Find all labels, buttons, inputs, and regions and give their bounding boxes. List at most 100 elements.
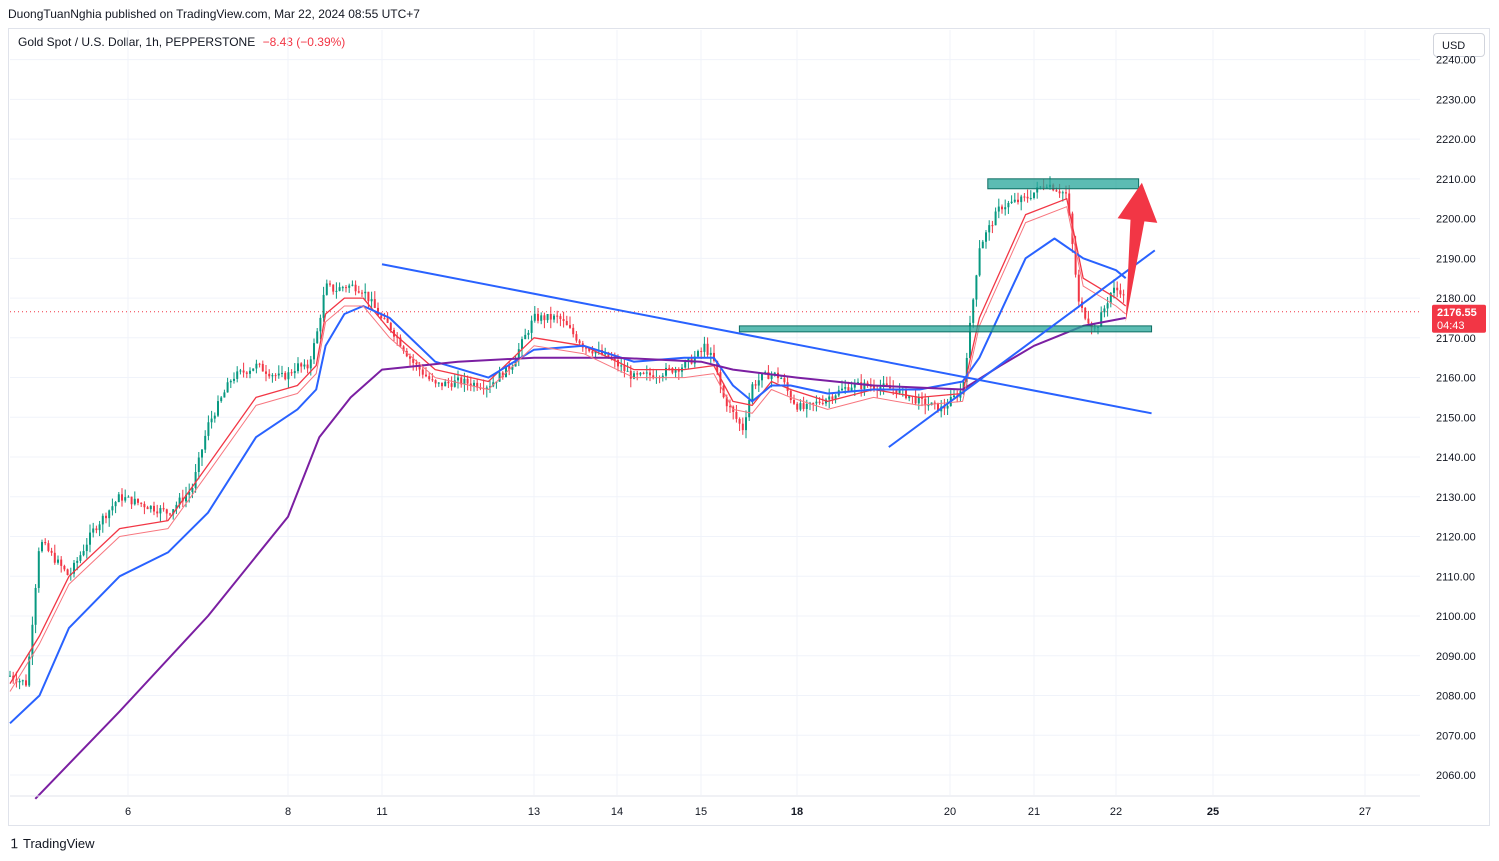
last-price-label: 2176.55: [1437, 307, 1477, 319]
price-tick-label: 2130.00: [1436, 492, 1476, 504]
candle-body: [953, 395, 955, 397]
candle-body: [1087, 318, 1090, 324]
candle-body: [549, 314, 552, 320]
candle-body: [1065, 192, 1067, 194]
candle-body: [373, 299, 376, 308]
candle-body: [261, 363, 264, 372]
candle-body: [361, 292, 363, 294]
ascending-trendline: [888, 249, 1156, 448]
candle-body: [540, 315, 543, 321]
candle-body: [773, 372, 776, 374]
tradingview-logo-icon: 𝟷: [10, 835, 19, 851]
candle-body: [450, 383, 453, 387]
candle-body: [937, 402, 939, 412]
candle-body: [111, 506, 114, 511]
candle-body: [748, 400, 751, 418]
symbol-title[interactable]: Gold Spot / U.S. Dollar, 1h, PEPPERSTONE: [18, 35, 256, 49]
candle-body: [546, 314, 549, 321]
candle-body: [409, 356, 411, 359]
price-tick-label: 2200.00: [1436, 214, 1476, 226]
candlestick-series: [9, 176, 1125, 690]
candle-body: [249, 370, 251, 374]
candle-body: [236, 371, 239, 379]
candle-body: [636, 373, 639, 375]
price-axis[interactable]: 2240.00 2230.00 2220.00 2210.00 2200.00 2190.…: [1432, 55, 1486, 782]
candle-body: [76, 560, 79, 563]
candle-body: [335, 290, 338, 292]
candle-body: [633, 373, 635, 379]
candle-body: [1020, 196, 1023, 203]
candle-body: [73, 562, 75, 574]
moving-average-lines: [9, 198, 1127, 800]
candle-body: [1058, 191, 1061, 194]
candle-body: [1106, 303, 1109, 309]
candle-body: [981, 241, 984, 249]
candle-body: [530, 320, 533, 333]
candle-body: [793, 399, 795, 404]
ema-mid-line: [9, 237, 1127, 725]
time-tick-label: 18: [791, 806, 803, 818]
candle-body: [761, 373, 763, 381]
candle-body: [1055, 190, 1058, 192]
price-tick-label: 2210.00: [1436, 174, 1476, 186]
candle-body: [172, 509, 175, 515]
candle-body: [300, 363, 303, 367]
candle-body: [268, 373, 271, 377]
candle-body: [533, 313, 536, 321]
candle-body: [645, 372, 648, 374]
candle-body: [831, 396, 834, 400]
candle-body: [965, 357, 968, 383]
candle-body: [31, 624, 34, 657]
candle-body: [543, 315, 546, 321]
candle-body: [319, 317, 322, 332]
candle-body: [447, 381, 450, 384]
candle-body: [473, 382, 475, 387]
candle-body: [25, 680, 27, 686]
candle-body: [316, 331, 319, 344]
candle-body: [79, 555, 82, 561]
candle-body: [21, 680, 24, 682]
candle-body: [108, 510, 111, 519]
time-tick-label: 27: [1359, 806, 1371, 818]
candle-body: [47, 543, 50, 551]
price-tick-label: 2110.00: [1436, 571, 1475, 583]
support-zone: [738, 325, 1153, 333]
candle-body: [1029, 197, 1032, 199]
candle-body: [1004, 207, 1007, 210]
footer-branding[interactable]: 𝟷 TradingView: [10, 835, 95, 852]
price-tick-label: 2140.00: [1436, 452, 1476, 464]
chart-drawings[interactable]: [381, 178, 1158, 448]
candle-body: [895, 389, 898, 394]
candle-body: [661, 375, 664, 378]
candle-body: [63, 565, 66, 570]
candle-body: [421, 369, 424, 375]
candle-body: [725, 397, 728, 407]
candle-body: [402, 346, 405, 351]
candle-body: [367, 291, 370, 302]
price-tick-label: 2160.00: [1436, 373, 1476, 385]
candle-body: [639, 372, 642, 375]
candle-body: [101, 515, 104, 525]
time-tick-label: 13: [528, 806, 540, 818]
candle-body: [853, 383, 856, 388]
candle-body: [770, 373, 773, 380]
candle-body: [908, 396, 911, 399]
candle-body: [905, 388, 907, 399]
time-axis[interactable]: 6 8 11 13 14 15 18 20 21 22 25 27: [10, 795, 1420, 818]
candle-body: [34, 587, 37, 625]
candle-body: [617, 360, 619, 367]
candle-body: [1116, 287, 1119, 291]
candle-body: [898, 388, 901, 394]
candle-body: [82, 551, 85, 556]
candle-body: [869, 385, 872, 387]
currency-button[interactable]: USD: [1433, 33, 1485, 57]
candle-body: [1122, 294, 1125, 296]
candle-body: [165, 509, 168, 514]
candle-body: [700, 351, 703, 353]
candle-body: [271, 375, 274, 377]
candle-body: [329, 283, 331, 285]
candle-body: [357, 291, 360, 293]
candle-body: [994, 211, 997, 226]
candle-body: [850, 387, 853, 391]
